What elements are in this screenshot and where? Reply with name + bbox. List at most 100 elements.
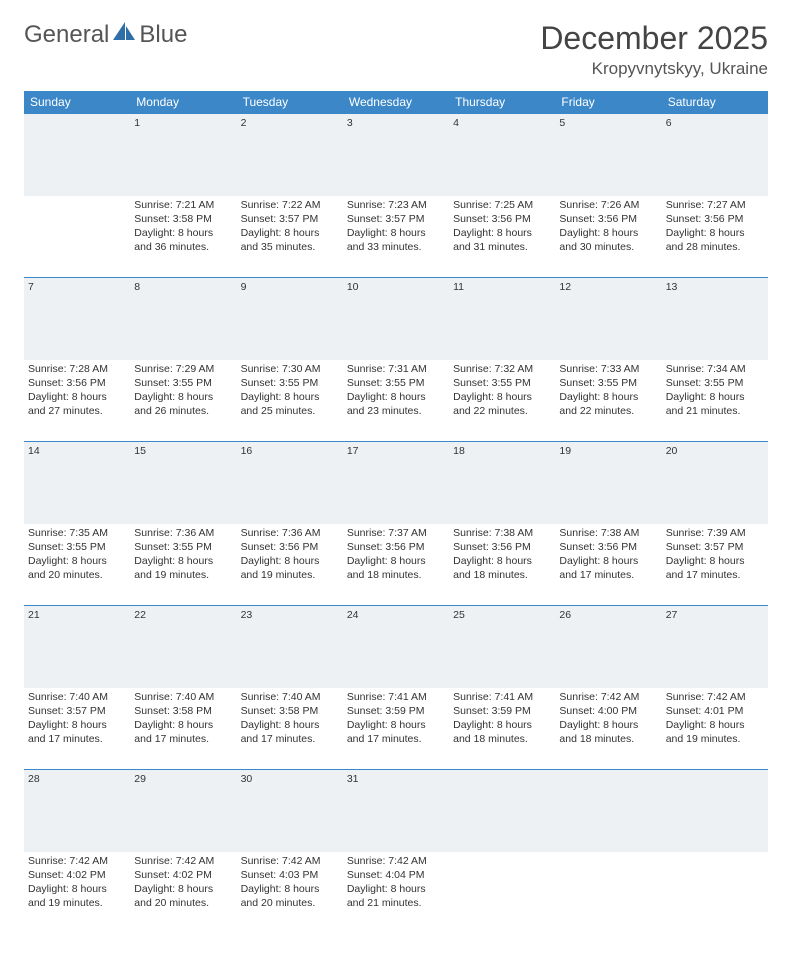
sunset-text: Sunset: 3:55 PM — [666, 376, 764, 390]
day1-text: Daylight: 8 hours — [559, 554, 657, 568]
day1-text: Daylight: 8 hours — [666, 226, 764, 240]
day2-text: and 21 minutes. — [347, 896, 445, 910]
sunset-text: Sunset: 3:56 PM — [347, 540, 445, 554]
day1-text: Daylight: 8 hours — [453, 554, 551, 568]
day-number: 9 — [237, 278, 343, 360]
sunset-text: Sunset: 3:55 PM — [347, 376, 445, 390]
sunset-text: Sunset: 3:55 PM — [134, 540, 232, 554]
day1-text: Daylight: 8 hours — [134, 390, 232, 404]
location-label: Kropyvnytskyy, Ukraine — [540, 59, 768, 79]
day-cell — [555, 852, 661, 934]
day1-text: Daylight: 8 hours — [347, 882, 445, 896]
day-number-row: 78910111213 — [24, 278, 768, 360]
day2-text: and 20 minutes. — [241, 896, 339, 910]
day-number: 11 — [449, 278, 555, 360]
day1-text: Daylight: 8 hours — [453, 718, 551, 732]
sunset-text: Sunset: 3:58 PM — [134, 704, 232, 718]
day-cell: Sunrise: 7:39 AMSunset: 3:57 PMDaylight:… — [662, 524, 768, 606]
day1-text: Daylight: 8 hours — [28, 718, 126, 732]
sunset-text: Sunset: 3:55 PM — [28, 540, 126, 554]
month-title: December 2025 — [540, 20, 768, 57]
day-cell: Sunrise: 7:41 AMSunset: 3:59 PMDaylight:… — [343, 688, 449, 770]
day-number: 4 — [449, 114, 555, 196]
day2-text: and 18 minutes. — [453, 568, 551, 582]
day-cell: Sunrise: 7:27 AMSunset: 3:56 PMDaylight:… — [662, 196, 768, 278]
day-cell: Sunrise: 7:35 AMSunset: 3:55 PMDaylight:… — [24, 524, 130, 606]
sunrise-text: Sunrise: 7:27 AM — [666, 198, 764, 212]
day2-text: and 18 minutes. — [453, 732, 551, 746]
day-data-row: Sunrise: 7:42 AMSunset: 4:02 PMDaylight:… — [24, 852, 768, 934]
day1-text: Daylight: 8 hours — [28, 882, 126, 896]
sunset-text: Sunset: 3:56 PM — [453, 540, 551, 554]
day-cell: Sunrise: 7:29 AMSunset: 3:55 PMDaylight:… — [130, 360, 236, 442]
page-header: General Blue December 2025 Kropyvnytskyy… — [24, 20, 768, 79]
day-number: 23 — [237, 606, 343, 688]
sunset-text: Sunset: 3:56 PM — [559, 540, 657, 554]
day2-text: and 17 minutes. — [347, 732, 445, 746]
day-data-row: Sunrise: 7:40 AMSunset: 3:57 PMDaylight:… — [24, 688, 768, 770]
day1-text: Daylight: 8 hours — [241, 226, 339, 240]
day2-text: and 17 minutes. — [134, 732, 232, 746]
day2-text: and 23 minutes. — [347, 404, 445, 418]
day-number: 13 — [662, 278, 768, 360]
sunset-text: Sunset: 4:01 PM — [666, 704, 764, 718]
day2-text: and 19 minutes. — [28, 896, 126, 910]
day2-text: and 19 minutes. — [134, 568, 232, 582]
sunset-text: Sunset: 3:57 PM — [666, 540, 764, 554]
day1-text: Daylight: 8 hours — [559, 226, 657, 240]
day-cell: Sunrise: 7:36 AMSunset: 3:56 PMDaylight:… — [237, 524, 343, 606]
day2-text: and 28 minutes. — [666, 240, 764, 254]
sunset-text: Sunset: 3:56 PM — [666, 212, 764, 226]
day-number: 2 — [237, 114, 343, 196]
weekday-header: Saturday — [662, 91, 768, 114]
day-cell: Sunrise: 7:28 AMSunset: 3:56 PMDaylight:… — [24, 360, 130, 442]
day1-text: Daylight: 8 hours — [666, 390, 764, 404]
sunrise-text: Sunrise: 7:23 AM — [347, 198, 445, 212]
sunset-text: Sunset: 3:59 PM — [453, 704, 551, 718]
sunrise-text: Sunrise: 7:40 AM — [241, 690, 339, 704]
day2-text: and 18 minutes. — [559, 732, 657, 746]
day-cell: Sunrise: 7:31 AMSunset: 3:55 PMDaylight:… — [343, 360, 449, 442]
sunset-text: Sunset: 4:02 PM — [28, 868, 126, 882]
day-number: 24 — [343, 606, 449, 688]
sunset-text: Sunset: 4:03 PM — [241, 868, 339, 882]
day-number: 17 — [343, 442, 449, 524]
brand-logo: General Blue — [24, 20, 187, 49]
day-cell — [24, 196, 130, 278]
day-number: 19 — [555, 442, 661, 524]
day2-text: and 19 minutes. — [666, 732, 764, 746]
sunrise-text: Sunrise: 7:42 AM — [241, 854, 339, 868]
sunset-text: Sunset: 4:04 PM — [347, 868, 445, 882]
day-number: 3 — [343, 114, 449, 196]
day-data-row: Sunrise: 7:35 AMSunset: 3:55 PMDaylight:… — [24, 524, 768, 606]
sunrise-text: Sunrise: 7:42 AM — [559, 690, 657, 704]
sunrise-text: Sunrise: 7:33 AM — [559, 362, 657, 376]
sunrise-text: Sunrise: 7:28 AM — [28, 362, 126, 376]
day-number: 29 — [130, 770, 236, 852]
sunrise-text: Sunrise: 7:32 AM — [453, 362, 551, 376]
sunrise-text: Sunrise: 7:36 AM — [241, 526, 339, 540]
day2-text: and 25 minutes. — [241, 404, 339, 418]
day1-text: Daylight: 8 hours — [347, 554, 445, 568]
weekday-header: Tuesday — [237, 91, 343, 114]
day2-text: and 36 minutes. — [134, 240, 232, 254]
sunrise-text: Sunrise: 7:40 AM — [28, 690, 126, 704]
day-number: 27 — [662, 606, 768, 688]
day2-text: and 33 minutes. — [347, 240, 445, 254]
day-cell — [449, 852, 555, 934]
day1-text: Daylight: 8 hours — [347, 226, 445, 240]
day1-text: Daylight: 8 hours — [134, 882, 232, 896]
day2-text: and 27 minutes. — [28, 404, 126, 418]
sunset-text: Sunset: 3:58 PM — [241, 704, 339, 718]
sunset-text: Sunset: 3:57 PM — [241, 212, 339, 226]
day-cell: Sunrise: 7:42 AMSunset: 4:02 PMDaylight:… — [130, 852, 236, 934]
day-number: 21 — [24, 606, 130, 688]
day-number-row: 123456 — [24, 114, 768, 196]
day-number-row: 14151617181920 — [24, 442, 768, 524]
day2-text: and 17 minutes. — [559, 568, 657, 582]
day-number — [449, 770, 555, 852]
day-number: 26 — [555, 606, 661, 688]
sunrise-text: Sunrise: 7:21 AM — [134, 198, 232, 212]
weekday-header-row: Sunday Monday Tuesday Wednesday Thursday… — [24, 91, 768, 114]
day1-text: Daylight: 8 hours — [453, 390, 551, 404]
